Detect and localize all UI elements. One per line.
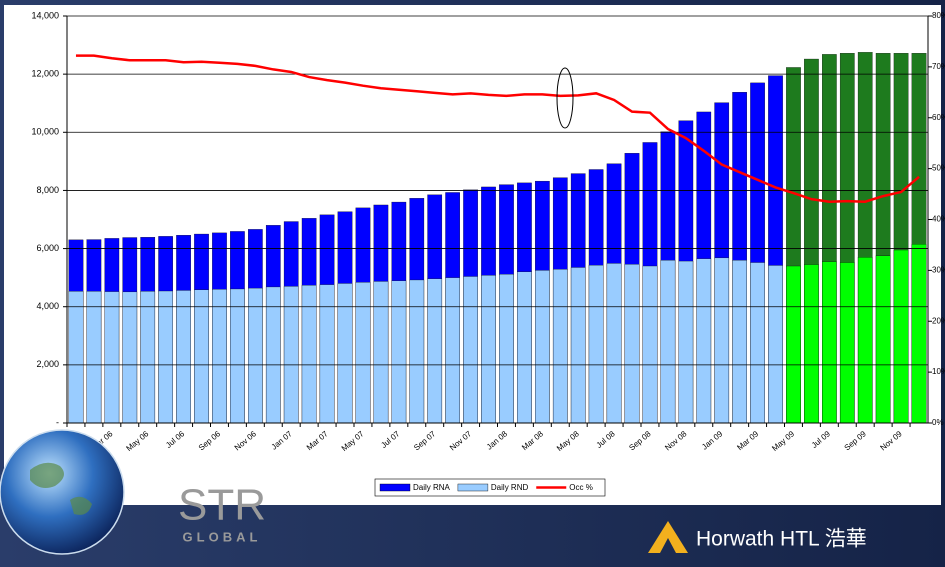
y2-tick-label: 30% xyxy=(932,265,945,274)
bar xyxy=(570,267,586,424)
legend-label: Daily RNA xyxy=(413,483,451,492)
bar xyxy=(427,278,443,424)
line xyxy=(75,54,920,203)
bar xyxy=(678,260,694,424)
y-tick-label: 8,000 xyxy=(36,185,59,195)
bar xyxy=(804,264,819,424)
logo-left: STR xyxy=(178,481,266,530)
y-tick-label: 14,000 xyxy=(31,10,59,20)
bar xyxy=(86,291,102,424)
y2-tick-label: 50% xyxy=(932,164,945,173)
bar xyxy=(857,257,873,424)
y-tick-label: 6,000 xyxy=(36,243,59,253)
bar xyxy=(176,290,191,424)
annotation-ellipse xyxy=(556,67,574,129)
y-tick-label: - xyxy=(56,417,59,427)
bar xyxy=(768,265,783,424)
bar xyxy=(588,264,604,424)
globe-land xyxy=(30,462,92,515)
y-tick-label: 10,000 xyxy=(31,127,59,137)
bar xyxy=(606,263,622,424)
logo-left-sub: GLOBAL xyxy=(183,529,262,544)
bar xyxy=(750,262,765,424)
bar xyxy=(373,281,389,424)
y-tick-label: 4,000 xyxy=(36,301,59,311)
bar xyxy=(265,286,281,424)
y2-tick-label: 60% xyxy=(932,113,945,122)
bar xyxy=(535,270,550,424)
logo-right: Horwath HTL 浩華 xyxy=(696,528,867,551)
bar xyxy=(642,265,658,424)
bar xyxy=(499,274,514,424)
y2-tick-label: 10% xyxy=(932,367,945,376)
bar xyxy=(68,291,84,424)
y2-tick-label: 40% xyxy=(932,215,945,224)
horwath-mark xyxy=(648,521,688,553)
y-tick-label: 2,000 xyxy=(36,359,59,369)
bar xyxy=(337,283,353,424)
bar xyxy=(409,279,425,424)
y2-tick-label: 80% xyxy=(932,11,945,20)
bar xyxy=(445,277,460,424)
legend-swatch xyxy=(457,483,489,492)
bar xyxy=(301,285,317,424)
y2-tick-label: 70% xyxy=(932,62,945,71)
bar xyxy=(822,261,837,424)
bar xyxy=(839,262,855,424)
bar xyxy=(319,284,335,424)
bar xyxy=(122,291,138,424)
legend: Daily RNA Daily RND Occ % xyxy=(374,478,606,497)
chart: - 2,000 4,000 6,000 8,000 10,000 12,000 14,000 0… xyxy=(31,10,945,497)
bar xyxy=(714,257,730,424)
bar xyxy=(660,260,676,424)
bar xyxy=(893,249,909,424)
bar xyxy=(481,275,496,424)
bar xyxy=(391,280,407,424)
bar xyxy=(104,291,120,424)
bar xyxy=(355,282,371,424)
legend-label: Occ % xyxy=(569,483,593,492)
bar xyxy=(875,255,891,424)
globe-logo xyxy=(0,429,125,555)
bar xyxy=(786,265,801,424)
y2-tick-label: 20% xyxy=(932,316,945,325)
bar xyxy=(624,264,640,424)
bar xyxy=(158,290,173,424)
bar xyxy=(732,260,747,424)
bar xyxy=(911,244,927,424)
bar xyxy=(194,289,209,424)
legend-box xyxy=(374,478,606,497)
bar xyxy=(140,291,156,424)
bar xyxy=(230,288,245,424)
bar xyxy=(248,287,263,424)
bar xyxy=(517,271,532,424)
legend-swatch xyxy=(379,483,411,492)
bar xyxy=(212,289,227,424)
bar xyxy=(552,269,568,424)
bar xyxy=(463,276,478,424)
y2-tick-label: 0% xyxy=(932,418,944,427)
bar xyxy=(696,258,712,424)
legend-label: Daily RND xyxy=(491,483,529,492)
y-tick-label: 12,000 xyxy=(31,69,59,79)
